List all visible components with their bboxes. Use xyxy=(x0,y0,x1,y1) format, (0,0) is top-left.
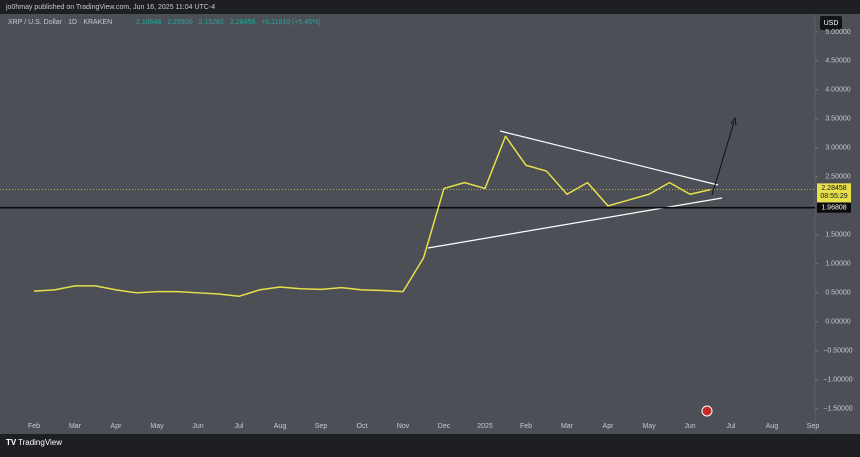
x-tick-label: Jun xyxy=(684,423,695,430)
x-tick-label: Oct xyxy=(357,423,368,430)
y-tick-label: 0.00000 xyxy=(825,319,850,326)
published-by: jo0hmay published on TradingView.com, Ju… xyxy=(5,4,215,11)
level-label: 1.96808 xyxy=(821,205,846,212)
y-tick-label: 4.00000 xyxy=(825,87,850,94)
arrow-head xyxy=(730,116,737,126)
brand: TradingView xyxy=(18,438,62,447)
currency-button[interactable] xyxy=(820,16,842,30)
x-tick-label: Mar xyxy=(69,423,82,430)
x-tick-label: Feb xyxy=(520,423,532,430)
x-tick-label: Apr xyxy=(111,423,123,430)
currency[interactable]: USD xyxy=(824,20,839,27)
event-flag xyxy=(701,405,713,417)
x-tick-label: Feb xyxy=(28,423,40,430)
y-tick-label: 3.50000 xyxy=(825,116,850,123)
y-tick-label: −1.00000 xyxy=(823,377,852,384)
x-tick-label: Dec xyxy=(438,423,451,430)
last-price-bg xyxy=(817,183,851,203)
countdown: 08:55:29 xyxy=(820,193,847,200)
y-tick-label: 1.50000 xyxy=(825,232,850,239)
symbol: XRP / U.S. Dollar · 1D · KRAKEN xyxy=(8,19,112,26)
x-tick-label: Jul xyxy=(235,423,244,430)
last-price: 2.28458 xyxy=(821,185,846,192)
ohlc-value: 2.29300 xyxy=(167,19,192,26)
arrow xyxy=(711,121,735,196)
ohlc-value: 2.28458 xyxy=(230,19,255,26)
y-tick-label: −1.50000 xyxy=(823,406,852,413)
y-tick-label: 5.00000 xyxy=(825,29,850,36)
price-line xyxy=(33,135,711,298)
y-tick-label: 4.50000 xyxy=(825,58,850,65)
x-tick-label: 2025 xyxy=(477,423,493,430)
y-tick-label: 0.50000 xyxy=(825,290,850,297)
y-tick-label: 3.00000 xyxy=(825,145,850,152)
ohlc-value: +0.11810 (+5.45%) xyxy=(261,19,320,26)
x-tick-label: May xyxy=(642,423,656,430)
x-tick-label: Nov xyxy=(397,423,410,430)
y-tick-label: 2.50000 xyxy=(825,174,850,181)
y-tick-label: −0.50000 xyxy=(823,348,852,355)
trendline-lower xyxy=(427,197,723,249)
x-tick-label: Jul xyxy=(727,423,736,430)
y-tick-label: 1.00000 xyxy=(825,261,850,268)
plot-bg xyxy=(0,14,860,434)
x-tick-label: Apr xyxy=(603,423,615,430)
brand-logo: TV xyxy=(6,438,17,447)
ohlc-value: 2.16648 xyxy=(136,19,161,26)
x-tick-label: May xyxy=(150,423,164,430)
level-label-bg xyxy=(817,202,851,213)
x-tick-label: Sep xyxy=(315,423,328,430)
ohlc: 2.16648 2.29300 2.15282 2.28458 +0.11810 (+5… xyxy=(136,19,321,26)
x-tick-label: Jun xyxy=(192,423,203,430)
x-tick-label: Aug xyxy=(766,423,779,430)
ohlc-value: 2.15282 xyxy=(199,19,224,26)
x-tick-label: Sep xyxy=(807,423,820,430)
x-tick-label: Aug xyxy=(274,423,287,430)
trendline-upper xyxy=(499,130,719,186)
x-tick-label: Mar xyxy=(561,423,574,430)
